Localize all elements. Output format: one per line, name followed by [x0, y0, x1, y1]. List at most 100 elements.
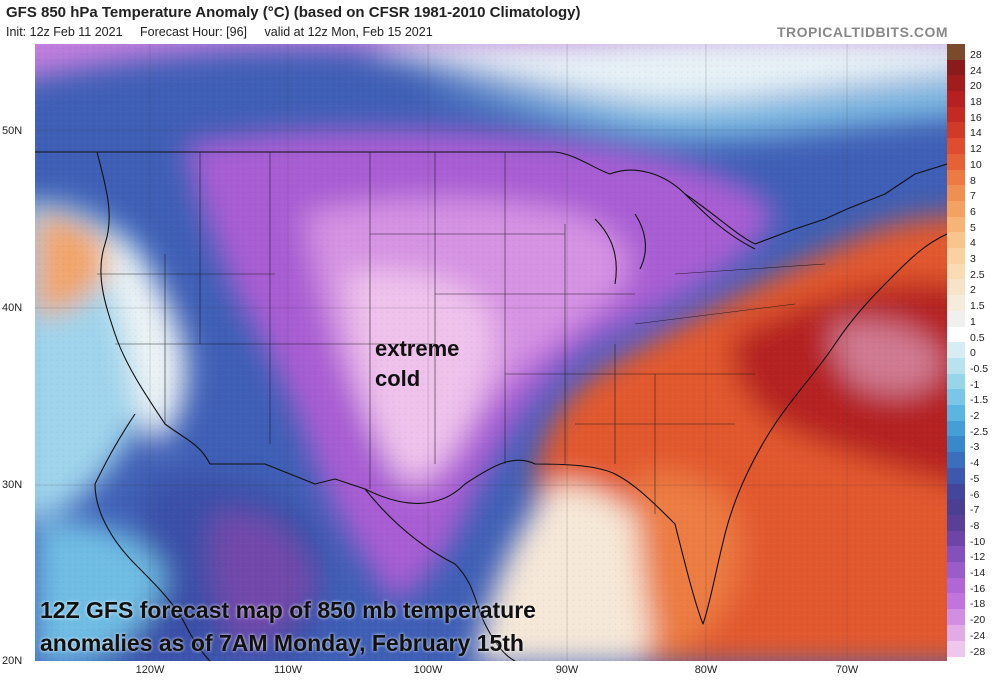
colorbar-tick-label: 12 [970, 143, 982, 156]
colorbar-tick-label: 2.5 [970, 268, 985, 281]
colorbar-tick-label: -24 [970, 629, 986, 642]
colorbar-tick-label: -16 [970, 582, 986, 595]
colorbar-swatch [947, 44, 965, 61]
colorbar-tick-label: -18 [970, 598, 986, 611]
lat-label-40n: 40N [2, 302, 23, 314]
brand-watermark: TROPICALTIDBITS.COM [776, 24, 948, 40]
colorbar-tick-label: -14 [970, 567, 986, 580]
lon-label-100w: 100W [413, 664, 443, 676]
colorbar-swatch [947, 640, 965, 657]
colorbar-swatch [947, 185, 965, 202]
map-caption: 12Z GFS forecast map of 850 mb temperatu… [40, 594, 536, 660]
lat-label-50n: 50N [2, 125, 23, 137]
colorbar-tick-label: 7 [970, 190, 976, 203]
colorbar-tick-label: -0.5 [970, 362, 989, 375]
colorbar-swatch [947, 467, 965, 485]
colorbar-swatch [947, 452, 965, 469]
lon-label-90w: 90W [555, 664, 579, 676]
colorbar [947, 44, 965, 661]
colorbar-tick-label: -3 [970, 441, 980, 454]
colorbar-swatch [947, 420, 965, 438]
colorbar-swatch [947, 310, 965, 328]
colorbar-swatch [947, 153, 965, 171]
lon-label-80w: 80W [694, 664, 718, 676]
caption-line-1: 12Z GFS forecast map of 850 mb temperatu… [40, 597, 536, 623]
lat-label-30n: 30N [2, 479, 23, 491]
colorbar-tick-label: 28 [970, 48, 982, 61]
colorbar-swatch [947, 200, 965, 218]
init-time: Init: 12z Feb 11 2021 [6, 25, 123, 39]
colorbar-swatch [947, 593, 965, 610]
colorbar-swatch [947, 91, 965, 108]
colorbar-tick-label: 1.5 [970, 300, 985, 313]
colorbar-tick-label: 2 [970, 284, 976, 297]
colorbar-tick-label: -28 [970, 645, 986, 658]
colorbar-tick-label: -20 [970, 614, 986, 627]
colorbar-swatch [947, 342, 965, 359]
colorbar-swatch [947, 499, 965, 516]
colorbar-tick-label: -1 [970, 378, 980, 391]
colorbar-swatch [947, 279, 965, 296]
caption-line-2: anomalies as of 7AM Monday, February 15t… [40, 630, 524, 656]
colorbar-tick-label: 3 [970, 253, 976, 266]
colorbar-tick-label: -2.5 [970, 425, 989, 438]
colorbar-tick-label: 18 [970, 96, 982, 109]
colorbar-tick-label: -8 [970, 519, 980, 532]
colorbar-swatch [947, 75, 965, 92]
colorbar-tick-label: 4 [970, 237, 976, 250]
colorbar-tick-label: 20 [970, 80, 982, 93]
anomaly-map [35, 44, 947, 661]
colorbar-swatch [947, 122, 965, 139]
colorbar-swatch [947, 106, 965, 124]
colorbar-tick-label: 8 [970, 174, 976, 187]
colorbar-swatch [947, 248, 965, 265]
colorbar-tick-label: -12 [970, 551, 986, 564]
colorbar-swatch [947, 609, 965, 626]
colorbar-tick-label: -5 [970, 472, 980, 485]
colorbar-swatch [947, 546, 965, 563]
anomaly-map-graphic [35, 44, 947, 661]
valid-time: valid at 12z Mon, Feb 15 2021 [264, 25, 433, 39]
colorbar-swatch [947, 624, 965, 642]
colorbar-swatch [947, 483, 965, 500]
colorbar-tick-label: 16 [970, 111, 982, 124]
colorbar-tick-label: -10 [970, 535, 986, 548]
colorbar-tick-label: -4 [970, 457, 980, 470]
forecast-hour: Forecast Hour: [96] [140, 25, 248, 39]
colorbar-swatch [947, 357, 965, 375]
colorbar-swatch [947, 530, 965, 547]
colorbar-tick-label: 10 [970, 158, 982, 171]
colorbar-swatch [947, 436, 965, 453]
colorbar-swatch [947, 59, 965, 76]
colorbar-swatch [947, 577, 965, 595]
colorbar-tick-label: 0 [970, 347, 976, 360]
colorbar-tick-label: 1 [970, 315, 976, 328]
colorbar-swatch [947, 562, 965, 579]
lon-label-70w: 70W [835, 664, 859, 676]
colorbar-swatch [947, 263, 965, 281]
colorbar-swatch [947, 295, 965, 312]
colorbar-swatch [947, 405, 965, 422]
map-subtitle: Init: 12z Feb 11 2021 Forecast Hour: [96… [6, 25, 447, 39]
colorbar-swatch [947, 326, 965, 343]
colorbar-swatch [947, 138, 965, 155]
colorbar-tick-label: 24 [970, 64, 982, 77]
colorbar-tick-label: 5 [970, 221, 976, 234]
lon-label-120w: 120W [135, 664, 165, 676]
colorbar-tick-label: 0.5 [970, 331, 985, 344]
colorbar-swatch [947, 232, 965, 249]
colorbar-tick-label: -2 [970, 410, 980, 423]
colorbar-tick-label: -6 [970, 488, 980, 501]
lat-label-20n: 20N [2, 655, 23, 667]
colorbar-tick-label: 6 [970, 205, 976, 218]
map-title: GFS 850 hPa Temperature Anomaly (°C) (ba… [6, 4, 581, 21]
colorbar-tick-label: -7 [970, 504, 980, 517]
colorbar-tick-label: 14 [970, 127, 982, 140]
colorbar-swatch [947, 216, 965, 233]
colorbar-swatch [947, 373, 965, 390]
colorbar-swatch [947, 389, 965, 406]
extreme-cold-label: extreme cold [375, 336, 460, 391]
colorbar-tick-label: -1.5 [970, 394, 989, 407]
colorbar-swatch [947, 169, 965, 186]
colorbar-swatch [947, 514, 965, 532]
